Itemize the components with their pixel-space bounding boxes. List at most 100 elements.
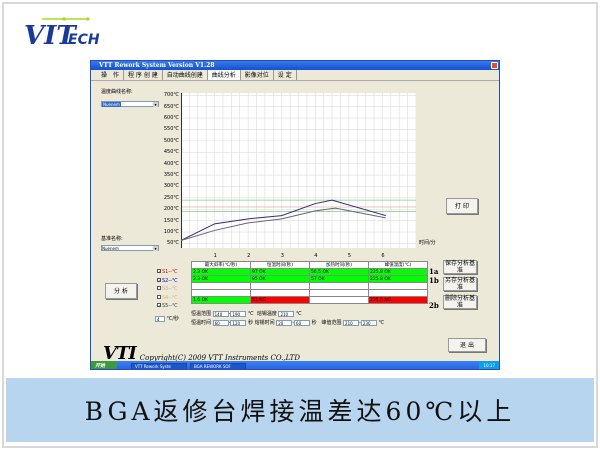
delete-base-button[interactable]: 删除分析基准: [443, 295, 477, 309]
result-cell: [191, 289, 251, 297]
tab-program-create[interactable]: 程 序 创 建: [124, 70, 163, 80]
result-cell: [250, 289, 310, 297]
result-cell: 235.5 NG: [368, 296, 428, 304]
close-button[interactable]: [491, 62, 498, 69]
y-tick-label: 500℃: [163, 137, 179, 144]
sensor-checkbox[interactable]: S3--℃: [157, 286, 178, 292]
rate-field: 4 ℃/秒: [155, 315, 179, 322]
column-header: 峰值温度(℃): [368, 261, 428, 269]
checkbox-icon[interactable]: ✓: [157, 269, 162, 274]
result-cell: [368, 282, 428, 290]
series-line-2: [181, 207, 386, 241]
sensor-label: S2--℃: [162, 277, 178, 284]
result-cell: 2.3 OK: [191, 275, 251, 283]
series-line-1: [181, 199, 386, 241]
y-tick-label: 450℃: [163, 149, 179, 156]
sensor-checkbox[interactable]: ✓S1--℃: [157, 269, 178, 275]
checkbox-icon[interactable]: ✓: [157, 303, 162, 308]
result-cell: [191, 282, 251, 290]
soak-time-min-input[interactable]: 60: [212, 319, 229, 326]
x-tick-label: 5: [347, 253, 352, 259]
y-tick-label: 250℃: [163, 194, 179, 201]
x-tick-label: 1: [213, 253, 217, 259]
result-cell: 56.5 OK: [309, 268, 369, 276]
vti-logo: VTI: [103, 343, 137, 364]
x-tick-label: 2: [247, 253, 251, 259]
tab-operate[interactable]: 操 作: [97, 70, 125, 80]
y-tick-label: 50℃: [167, 240, 179, 247]
x-tick-label: 4: [314, 253, 318, 259]
base-name-label: 基准名称:: [101, 236, 123, 242]
table-row: [191, 282, 428, 290]
result-cell: 97 OK: [250, 268, 310, 276]
soak-range-max-input[interactable]: 190: [230, 310, 247, 317]
tab-auto-curve[interactable]: 自动曲线创建: [163, 70, 208, 80]
result-cell: 1.6 OK: [191, 296, 251, 304]
y-tick-label: 100℃: [163, 229, 179, 236]
y-tick-label: 550℃: [163, 126, 179, 133]
x-tick-label: 3: [280, 253, 284, 259]
checkbox-icon[interactable]: ✓: [157, 277, 162, 283]
print-button[interactable]: 打 印: [446, 198, 478, 214]
copyright-text: Copyright(C) 2009 VTT Instruments CO.,LT…: [139, 354, 300, 362]
result-cell: 95 OK: [250, 275, 310, 283]
svg-text:VIT: VIT: [24, 21, 77, 48]
chevron-down-icon: ▾: [153, 102, 158, 107]
row-tag: 2b: [429, 301, 439, 310]
checkbox-icon[interactable]: [157, 294, 161, 299]
exit-button[interactable]: 退 出: [448, 338, 486, 352]
table-row: 2.3 OK 97 OK 56.5 OK 225.8 OK: [191, 268, 428, 276]
tab-settings[interactable]: 设 定: [274, 70, 297, 80]
column-header: 最大斜率(℃/秒): [191, 261, 251, 269]
melt-time-max-input[interactable]: 60: [294, 319, 311, 326]
footer-branding: VTI Copyright(C) 2009 VTT Instruments CO…: [103, 343, 300, 364]
chevron-down-icon: ▾: [153, 246, 158, 251]
checkbox-icon[interactable]: [157, 286, 161, 290]
start-button[interactable]: 开始: [91, 361, 117, 369]
row-tag: 1b: [429, 275, 439, 285]
result-cell: 57 OK: [309, 275, 369, 283]
sensor-label: S3--℃: [162, 286, 178, 292]
peak-range-max-input[interactable]: 230: [360, 319, 377, 326]
peak-range-min-input[interactable]: 210: [343, 319, 360, 326]
taskbar: 开始 VTT Rework Syste BGA REWORK SOF 10:17: [91, 361, 499, 369]
y-tick-label: 150℃: [163, 217, 179, 224]
melt-temp-input[interactable]: 210: [278, 310, 295, 317]
base-name-select[interactable]: Nuenem ▾: [101, 245, 159, 251]
temperature-chart: [181, 93, 416, 248]
y-tick-label: 600℃: [163, 115, 179, 122]
soak-time-max-input[interactable]: 120: [230, 319, 247, 326]
caption: BGA返修台焊接温差达60℃以上: [6, 378, 594, 442]
y-tick-label: 350℃: [163, 172, 179, 179]
taskbar-item[interactable]: BGA REWORK SOF: [190, 362, 246, 369]
y-tick-label: 400℃: [163, 160, 179, 167]
melt-time-min-input[interactable]: 20: [276, 319, 293, 326]
curve-name-label: 温度曲线名称:: [101, 89, 133, 95]
curve-name-select[interactable]: Nuenem ▾: [101, 101, 159, 107]
sensor-checkbox[interactable]: S4--℃: [157, 294, 178, 301]
tab-curve-analysis[interactable]: 曲线分析: [207, 70, 241, 80]
result-cell: [309, 289, 369, 297]
vitech-logo: VIT ECH: [24, 17, 100, 48]
result-cell: 225.8 OK: [368, 268, 428, 276]
result-cell: [309, 296, 369, 304]
sensor-checkbox[interactable]: ✓S5--℃: [157, 303, 178, 309]
system-clock: 10:17: [479, 361, 499, 369]
save-base-button[interactable]: 保存分析基准: [443, 260, 477, 274]
save-as-base-button[interactable]: 另存分析基准: [443, 277, 477, 291]
column-header: 加热时间(秒): [309, 261, 369, 269]
soak-range-min-input[interactable]: 140: [212, 310, 229, 317]
tab-image-align[interactable]: 影像对位: [241, 70, 274, 80]
y-tick-label: 700℃: [163, 92, 179, 99]
params-row-2: 恒温时间 60-120 秒 熔锡时间 20-60 秒 峰值范围 210-230 …: [191, 319, 385, 326]
taskbar-item[interactable]: VTT Rework Syste: [131, 362, 187, 369]
y-tick-label: 650℃: [163, 103, 179, 110]
sensor-label: S1--℃: [162, 269, 178, 275]
x-tick-label: 6: [381, 253, 385, 259]
table-row: 2.3 OK 95 OK 57 OK 225.8 OK: [191, 275, 428, 283]
analyze-button[interactable]: 分 析: [105, 283, 137, 299]
sensor-checkbox[interactable]: ✓S2--℃: [157, 277, 178, 284]
y-tick-label: 200℃: [163, 206, 179, 213]
analysis-table: 最大斜率(℃/秒) 恒温时间(秒) 加热时间(秒) 峰值温度(℃) 2.3 OK 97 …: [191, 261, 428, 304]
